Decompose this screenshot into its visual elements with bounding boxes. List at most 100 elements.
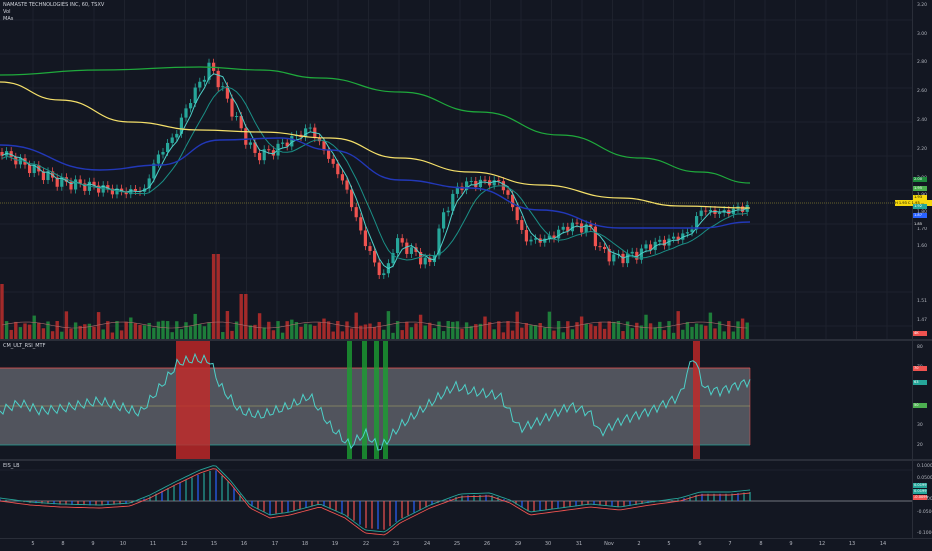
volume-bar	[120, 330, 123, 339]
candle-body	[359, 217, 362, 230]
candle-body	[244, 128, 247, 145]
volume-bar	[350, 328, 353, 339]
eis-histogram-bar	[467, 495, 468, 501]
eis-pane[interactable]: EIS_LB	[0, 461, 912, 538]
candle-body	[171, 137, 174, 142]
candle-body	[166, 143, 169, 152]
volume-indicator-label[interactable]: Vol	[3, 9, 10, 16]
volume-bar	[336, 321, 339, 339]
rsi-y-axis[interactable]	[912, 341, 932, 459]
candle-body	[594, 227, 597, 246]
candle-body	[709, 210, 712, 212]
volume-bar	[723, 331, 726, 339]
eis-histogram-bar	[527, 501, 528, 511]
eis-histogram-bar	[461, 496, 462, 501]
volume-bar	[327, 321, 330, 339]
volume-bar	[529, 325, 532, 339]
candle-body	[447, 211, 450, 213]
price-y-tick: 3.20	[917, 3, 927, 8]
volume-bar	[635, 323, 638, 339]
time-axis-tick: 2	[637, 541, 640, 547]
eis-histogram-bar	[617, 501, 618, 507]
volume-bar	[152, 328, 155, 339]
volume-bar	[217, 254, 220, 339]
eis-histogram-bar	[227, 481, 228, 501]
volume-bar	[212, 254, 215, 339]
volume-bar	[42, 328, 45, 339]
volume-bar	[704, 326, 707, 339]
eis-histogram-bar	[419, 501, 420, 510]
candle-body	[424, 258, 427, 265]
volume-bar	[534, 325, 537, 339]
price-chart[interactable]	[0, 0, 912, 339]
rsi-signal-column	[693, 341, 700, 459]
volume-bar	[322, 319, 325, 339]
moving-averages-label[interactable]: MAs	[3, 16, 13, 23]
eis-chart[interactable]	[0, 461, 912, 538]
eis-histogram-bar	[299, 501, 300, 509]
candle-body	[506, 190, 509, 195]
candle-body	[198, 82, 201, 88]
candle-body	[355, 207, 358, 217]
volume-bar	[106, 321, 109, 339]
eis-value-tag: 0.0199	[913, 489, 927, 494]
candle-body	[405, 243, 408, 254]
volume-bar	[437, 322, 440, 339]
eis-histogram-bar	[401, 501, 402, 518]
volume-bar	[447, 321, 450, 339]
candle-body	[19, 158, 22, 164]
candle-body	[350, 190, 353, 208]
volume-bar	[667, 321, 670, 339]
price-pane[interactable]: NAMASTE TECHNOLOGIES INC, 60, TSXV Vol M…	[0, 0, 912, 339]
candle-body	[364, 230, 367, 246]
time-axis-tick: Nov	[604, 541, 614, 547]
volume-bar	[23, 323, 26, 339]
rsi-pane[interactable]: CM_ULT_RSI_MTF	[0, 341, 912, 459]
rsi-chart[interactable]	[0, 341, 912, 459]
volume-bar	[88, 324, 91, 339]
volume-bar	[368, 324, 371, 339]
symbol-title[interactable]: NAMASTE TECHNOLOGIES INC, 60, TSXV	[3, 2, 104, 9]
volume-bar	[497, 321, 500, 339]
candle-body	[562, 227, 565, 230]
eis-histogram-bar	[389, 501, 390, 526]
eis-histogram-bar	[221, 476, 222, 501]
eis-histogram-bar	[329, 501, 330, 509]
time-axis-tick: 13	[849, 541, 855, 547]
candle-body	[396, 238, 399, 253]
eis-title[interactable]: EIS_LB	[3, 463, 20, 470]
volume-bar	[230, 331, 233, 339]
rsi-signal-column	[374, 341, 379, 459]
candle-body	[557, 230, 560, 239]
volume-bar	[276, 321, 279, 339]
volume-bar	[240, 294, 243, 339]
rsi-title[interactable]: CM_ULT_RSI_MTF	[3, 343, 45, 350]
time-axis-tick: 15	[211, 541, 217, 547]
price-level-tag: 1.93	[913, 195, 927, 200]
volume-bar	[318, 323, 321, 339]
volume-bar	[502, 332, 505, 339]
volume-bar	[28, 325, 31, 339]
volume-bar	[189, 326, 192, 339]
volume-bar	[433, 328, 436, 339]
candle-body	[184, 108, 187, 117]
eis-histogram-bar	[359, 501, 360, 525]
volume-bar	[612, 322, 615, 339]
volume-bar	[33, 316, 36, 339]
volume-bar	[700, 324, 703, 339]
rsi-y-tick: 20	[917, 443, 923, 448]
volume-bar	[69, 329, 72, 339]
price-y-axis[interactable]	[912, 0, 932, 339]
rsi-signal-column	[362, 341, 367, 459]
eis-histogram-bar	[263, 501, 264, 512]
time-axis-tick: 19	[332, 541, 338, 547]
price-y-tick: 1.47	[917, 318, 927, 323]
time-axis-tick: 7	[728, 541, 731, 547]
volume-bar	[424, 325, 427, 339]
volume-bar	[355, 313, 358, 339]
candle-body	[217, 71, 220, 87]
volume-bar	[709, 313, 712, 339]
candle-body	[161, 152, 164, 155]
candle-body	[249, 142, 252, 144]
time-axis-tick: 16	[241, 541, 247, 547]
